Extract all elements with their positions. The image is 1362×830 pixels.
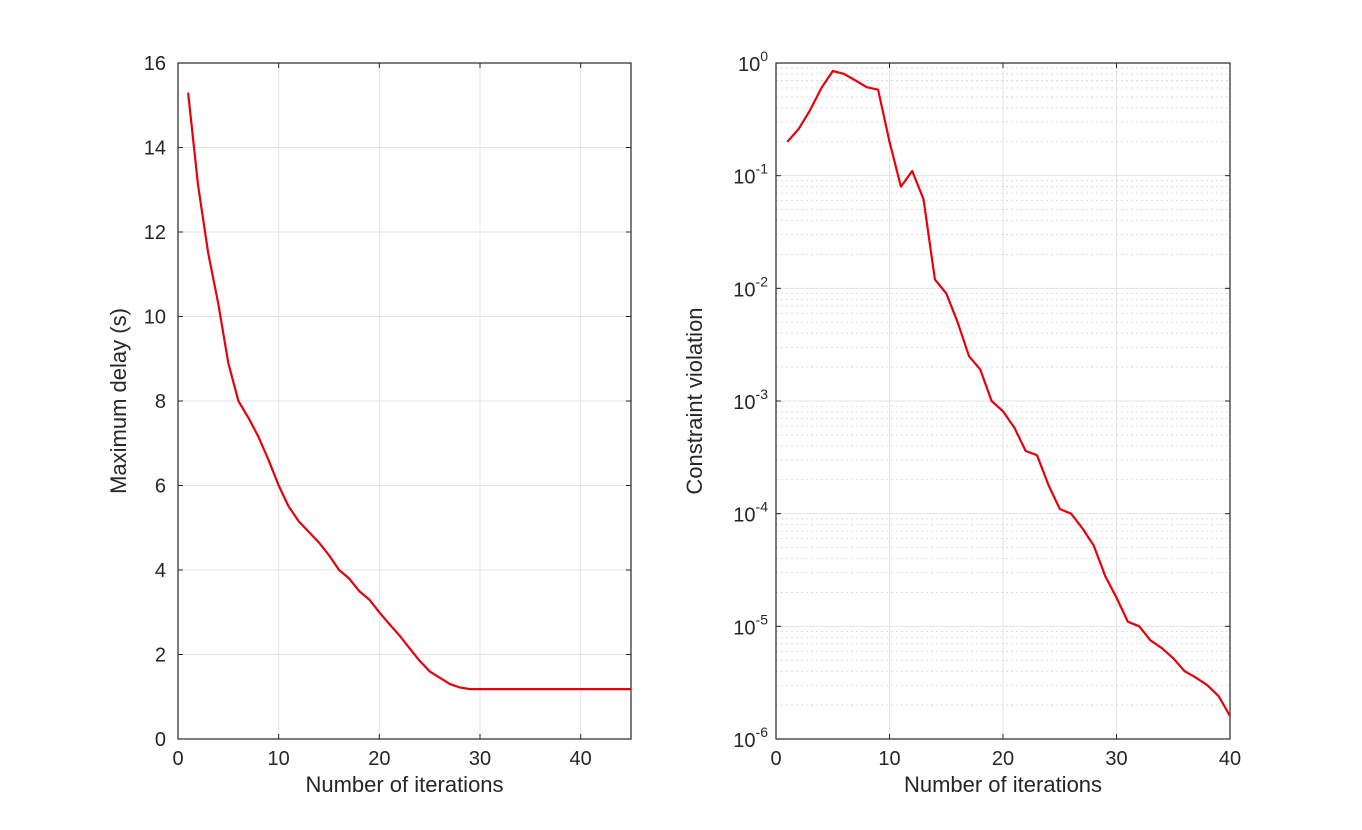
x-tick-label: 20 [368, 748, 390, 770]
y-tick-label: 8 [155, 391, 166, 413]
y-tick-label: 10-3 [733, 386, 768, 414]
y-tick-label: 2 [155, 645, 166, 667]
y-tick-label: 10-2 [733, 273, 768, 301]
series-line [187, 92, 631, 691]
x-tick-label: 10 [878, 748, 900, 770]
y-tick-label: 6 [155, 476, 166, 498]
left-chart-panel: 0 10 20 30 40 0 2 4 6 8 10 12 14 16 Number of iteratio… [106, 53, 632, 797]
right-chart-panel: 0 10 20 30 40 10-6 10-5 10-4 10-3 10-2 10-1 100 Numb… [682, 48, 1241, 797]
y-tick-label: 0 [155, 729, 166, 751]
x-axis-title: Number of iterations [305, 772, 503, 797]
y-tick-label: 14 [144, 138, 166, 160]
x-tick-label: 30 [469, 748, 491, 770]
y-tick-label: 12 [144, 222, 166, 244]
x-tick-label: 30 [1105, 748, 1127, 770]
x-tick-label: 40 [1219, 748, 1241, 770]
y-tick-label: 10-6 [733, 724, 768, 752]
y-tick-label: 10-5 [733, 611, 768, 639]
x-tick-label: 0 [172, 748, 183, 770]
series-line [786, 69, 1231, 717]
y-tick-label: 16 [144, 53, 166, 75]
y-tick-label: 4 [155, 560, 166, 582]
y-axis-title: Maximum delay (s) [106, 308, 131, 494]
y-tick-label: 10-4 [733, 499, 768, 527]
y-tick-label: 10 [144, 307, 166, 329]
x-tick-label: 40 [570, 748, 592, 770]
x-tick-label: 10 [268, 748, 290, 770]
x-axis-title: Number of iterations [904, 772, 1102, 797]
y-tick-label: 10-1 [733, 161, 768, 189]
y-tick-label: 100 [738, 48, 768, 76]
x-tick-label: 20 [992, 748, 1014, 770]
y-axis-title: Constraint violation [682, 307, 707, 494]
x-tick-label: 0 [770, 748, 781, 770]
